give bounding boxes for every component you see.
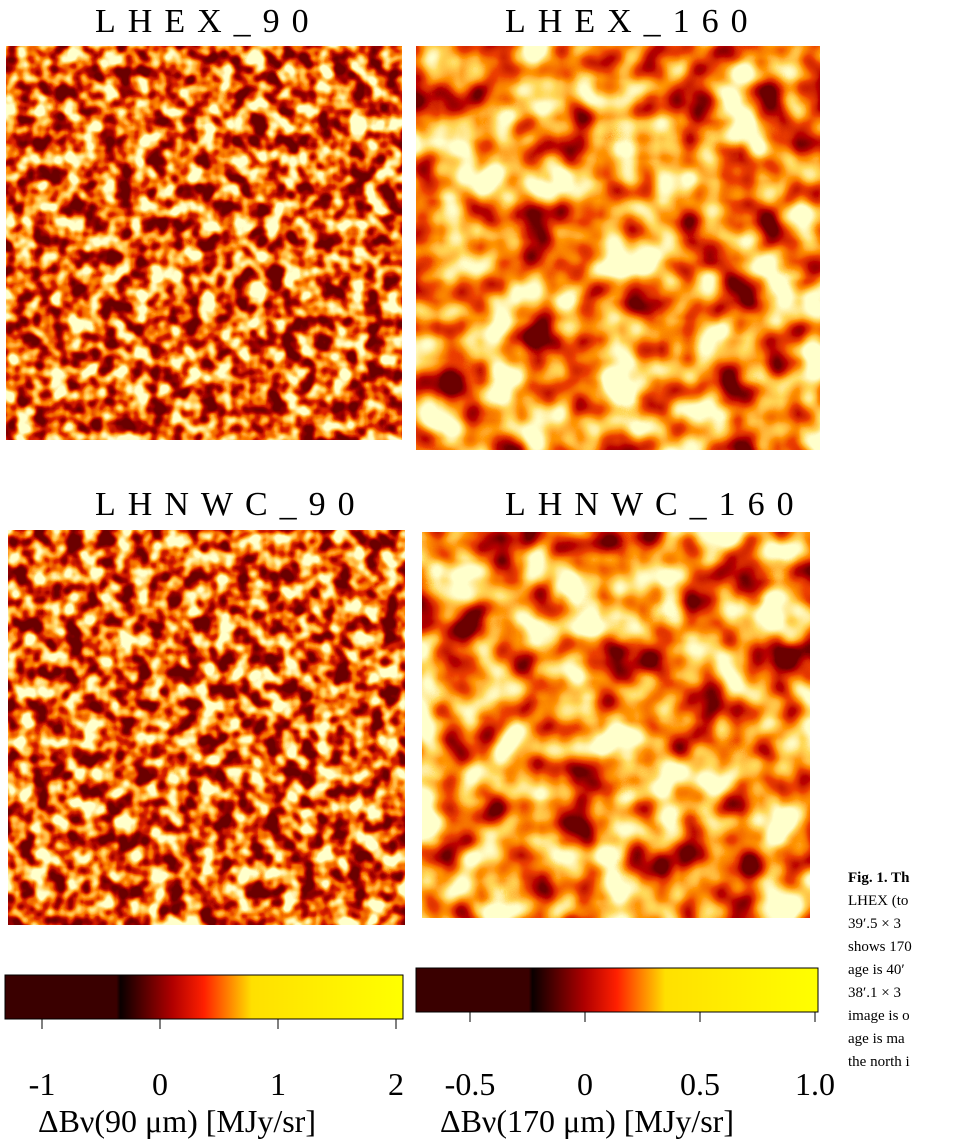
colorbar-tick-label: 0 bbox=[577, 1066, 593, 1102]
panel-title: LHEX_90 bbox=[95, 3, 321, 40]
caption-line: Fig. 1. Th bbox=[848, 870, 910, 886]
colorbar-tick-label: -0.5 bbox=[445, 1066, 496, 1102]
colorbar-tick-label: 1.0 bbox=[795, 1066, 835, 1102]
colorbar-tick-label: -1 bbox=[29, 1066, 56, 1102]
colorbar bbox=[4, 974, 404, 1020]
colorbar-label: ΔBν(90 μm) [MJy/sr] bbox=[38, 1103, 316, 1139]
map-image bbox=[421, 531, 811, 919]
caption-line: age is 40′ bbox=[848, 962, 905, 978]
panel-title: LHNWC_160 bbox=[505, 486, 806, 523]
caption-line: image is o bbox=[848, 1008, 910, 1024]
colorbar-tick-label: 2 bbox=[388, 1066, 404, 1102]
caption-line: LHEX (to bbox=[848, 893, 908, 909]
colorbar-tick-label: 0 bbox=[152, 1066, 168, 1102]
caption-line: shows 170 bbox=[848, 939, 912, 955]
colorbar bbox=[415, 967, 819, 1013]
colorbar-tick-label: 0.5 bbox=[680, 1066, 720, 1102]
map-image bbox=[7, 529, 406, 926]
panel-title: LHEX_160 bbox=[505, 3, 760, 40]
colorbar-label: ΔBν(170 μm) [MJy/sr] bbox=[440, 1103, 734, 1139]
map-image bbox=[5, 45, 403, 441]
caption-line: 38′.1 × 3 bbox=[848, 985, 901, 1001]
colorbar-tick-label: 1 bbox=[270, 1066, 286, 1102]
caption-line: age is ma bbox=[848, 1031, 905, 1047]
panel-title: LHNWC_90 bbox=[95, 486, 367, 523]
caption-line: the north i bbox=[848, 1054, 910, 1070]
caption-line: 39′.5 × 3 bbox=[848, 916, 901, 932]
map-image bbox=[415, 45, 821, 451]
